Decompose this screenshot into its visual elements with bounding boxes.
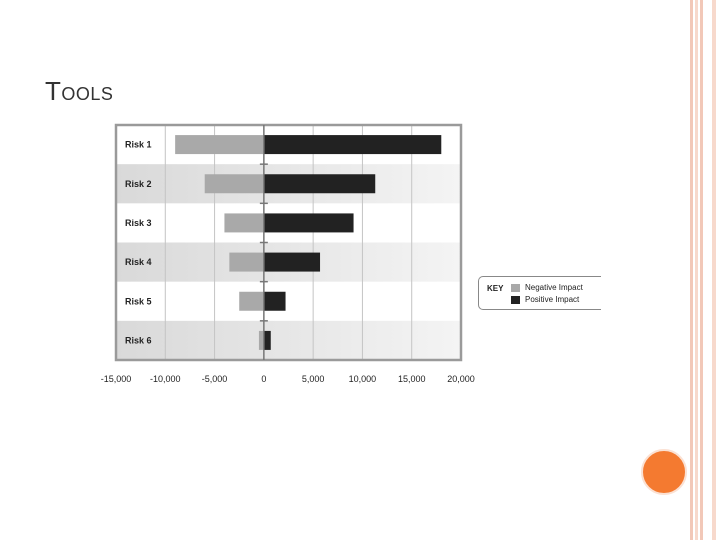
legend-item-negative: Negative Impact bbox=[511, 283, 583, 292]
x-tick-label: -5,000 bbox=[202, 374, 228, 384]
bar-negative bbox=[224, 213, 264, 233]
bar-negative bbox=[258, 330, 264, 350]
chart-legend: KEY Negative Impact Positive Impact bbox=[478, 276, 601, 310]
bar-positive bbox=[263, 291, 286, 311]
decorative-circle bbox=[641, 449, 687, 495]
category-label: Risk 1 bbox=[125, 140, 152, 150]
x-tick-label: 15,000 bbox=[398, 374, 426, 384]
decorative-border-line bbox=[712, 0, 716, 540]
decorative-border-line bbox=[700, 0, 703, 540]
bar-positive bbox=[263, 213, 354, 233]
bar-negative bbox=[229, 252, 264, 272]
x-tick-label: 20,000 bbox=[447, 374, 475, 384]
legend-swatch-positive bbox=[511, 295, 520, 304]
x-tick-label: -15,000 bbox=[101, 374, 132, 384]
category-label: Risk 2 bbox=[125, 179, 152, 189]
x-tick-label: 0 bbox=[261, 374, 266, 384]
bar-positive bbox=[263, 135, 442, 155]
x-tick-label: 5,000 bbox=[302, 374, 325, 384]
x-tick-label: -10,000 bbox=[150, 374, 181, 384]
decorative-border-line bbox=[695, 0, 698, 540]
category-label: Risk 4 bbox=[125, 257, 152, 267]
category-label: Risk 3 bbox=[125, 218, 152, 228]
legend-title: KEY bbox=[487, 284, 504, 293]
legend-item-positive: Positive Impact bbox=[511, 295, 579, 304]
bar-positive bbox=[263, 252, 321, 272]
legend-label-negative: Negative Impact bbox=[525, 283, 583, 292]
x-tick-label: 10,000 bbox=[349, 374, 377, 384]
bar-positive bbox=[263, 330, 271, 350]
slide-title: Tools bbox=[45, 76, 114, 106]
category-label: Risk 6 bbox=[125, 335, 152, 345]
bar-positive bbox=[263, 174, 376, 194]
legend-swatch-negative bbox=[511, 283, 520, 292]
row-band bbox=[116, 320, 461, 360]
plot-frame bbox=[114, 123, 463, 362]
bar-negative bbox=[175, 135, 264, 155]
legend-label-positive: Positive Impact bbox=[525, 295, 580, 304]
bar-negative bbox=[239, 291, 264, 311]
decorative-border-line bbox=[690, 0, 693, 540]
category-label: Risk 5 bbox=[125, 296, 152, 306]
bar-negative bbox=[204, 174, 264, 194]
